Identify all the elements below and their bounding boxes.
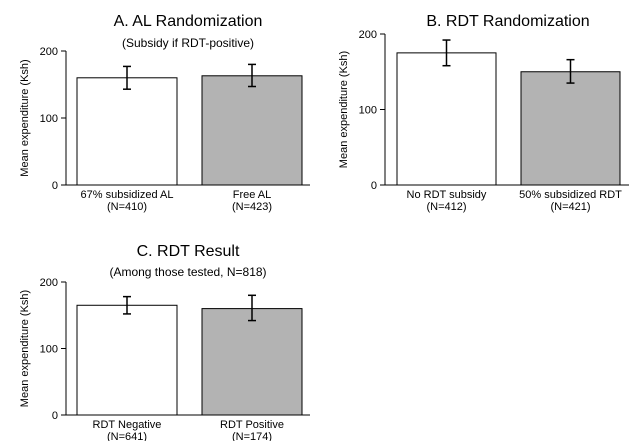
- chart-panel-3: C. RDT Result (Among those tested, N=818)…: [19, 243, 310, 441]
- bar: [76, 304, 178, 416]
- category-label: RDT Negative: [93, 419, 162, 431]
- sample-size-label: (N=423): [232, 201, 272, 213]
- chart-title: C. RDT Result: [137, 243, 240, 260]
- bar: [201, 308, 303, 416]
- error-bar: [123, 295, 131, 315]
- y-tick-label: 0: [52, 410, 58, 422]
- sample-size-label: (N=412): [426, 201, 466, 213]
- y-tick-label: 100: [359, 105, 377, 117]
- bar: [76, 77, 178, 186]
- error-bar: [566, 58, 575, 84]
- category-label: RDT Positive: [220, 419, 284, 431]
- chart-title: A. AL Randomization: [114, 13, 263, 30]
- y-tick-label: 200: [40, 277, 58, 289]
- y-tick-label: 200: [40, 46, 58, 58]
- bar: [201, 75, 303, 186]
- y-tick-label: 0: [371, 180, 377, 192]
- category-label: Free AL: [233, 189, 272, 201]
- category-label: 67% subsidized AL: [81, 189, 174, 201]
- y-tick-label: 100: [40, 113, 58, 125]
- bar: [520, 71, 621, 186]
- chart-panel-2: B. RDT Randomization No RDT subsidy(N=412…: [338, 13, 629, 213]
- sample-size-label: (N=174): [232, 431, 272, 441]
- sample-size-label: (N=421): [550, 201, 590, 213]
- category-label: 50% subsidized RDT: [519, 189, 622, 201]
- y-tick-label: 100: [40, 344, 58, 356]
- error-bar: [123, 65, 131, 90]
- sample-size-label: (N=641): [107, 431, 147, 441]
- chart-subtitle: (Among those tested, N=818): [109, 265, 266, 279]
- y-tick-label: 200: [359, 29, 377, 41]
- category-label: No RDT subsidy: [407, 189, 487, 201]
- chart-subtitle: (Subsidy if RDT-positive): [122, 36, 254, 50]
- error-bar: [248, 63, 256, 88]
- chart-panel-1: A. AL Randomization (Subsidy if RDT-posit…: [19, 13, 310, 213]
- error-bar: [248, 294, 256, 322]
- sample-size-label: (N=410): [107, 201, 147, 213]
- y-axis-label: Mean expenditure (Ksh): [19, 290, 31, 407]
- error-bar: [442, 39, 451, 67]
- y-axis-label: Mean expenditure (Ksh): [338, 51, 350, 168]
- chart-title: B. RDT Randomization: [426, 13, 589, 30]
- y-axis-label: Mean expenditure (Ksh): [19, 59, 31, 176]
- bar: [396, 52, 497, 186]
- y-tick-label: 0: [52, 180, 58, 192]
